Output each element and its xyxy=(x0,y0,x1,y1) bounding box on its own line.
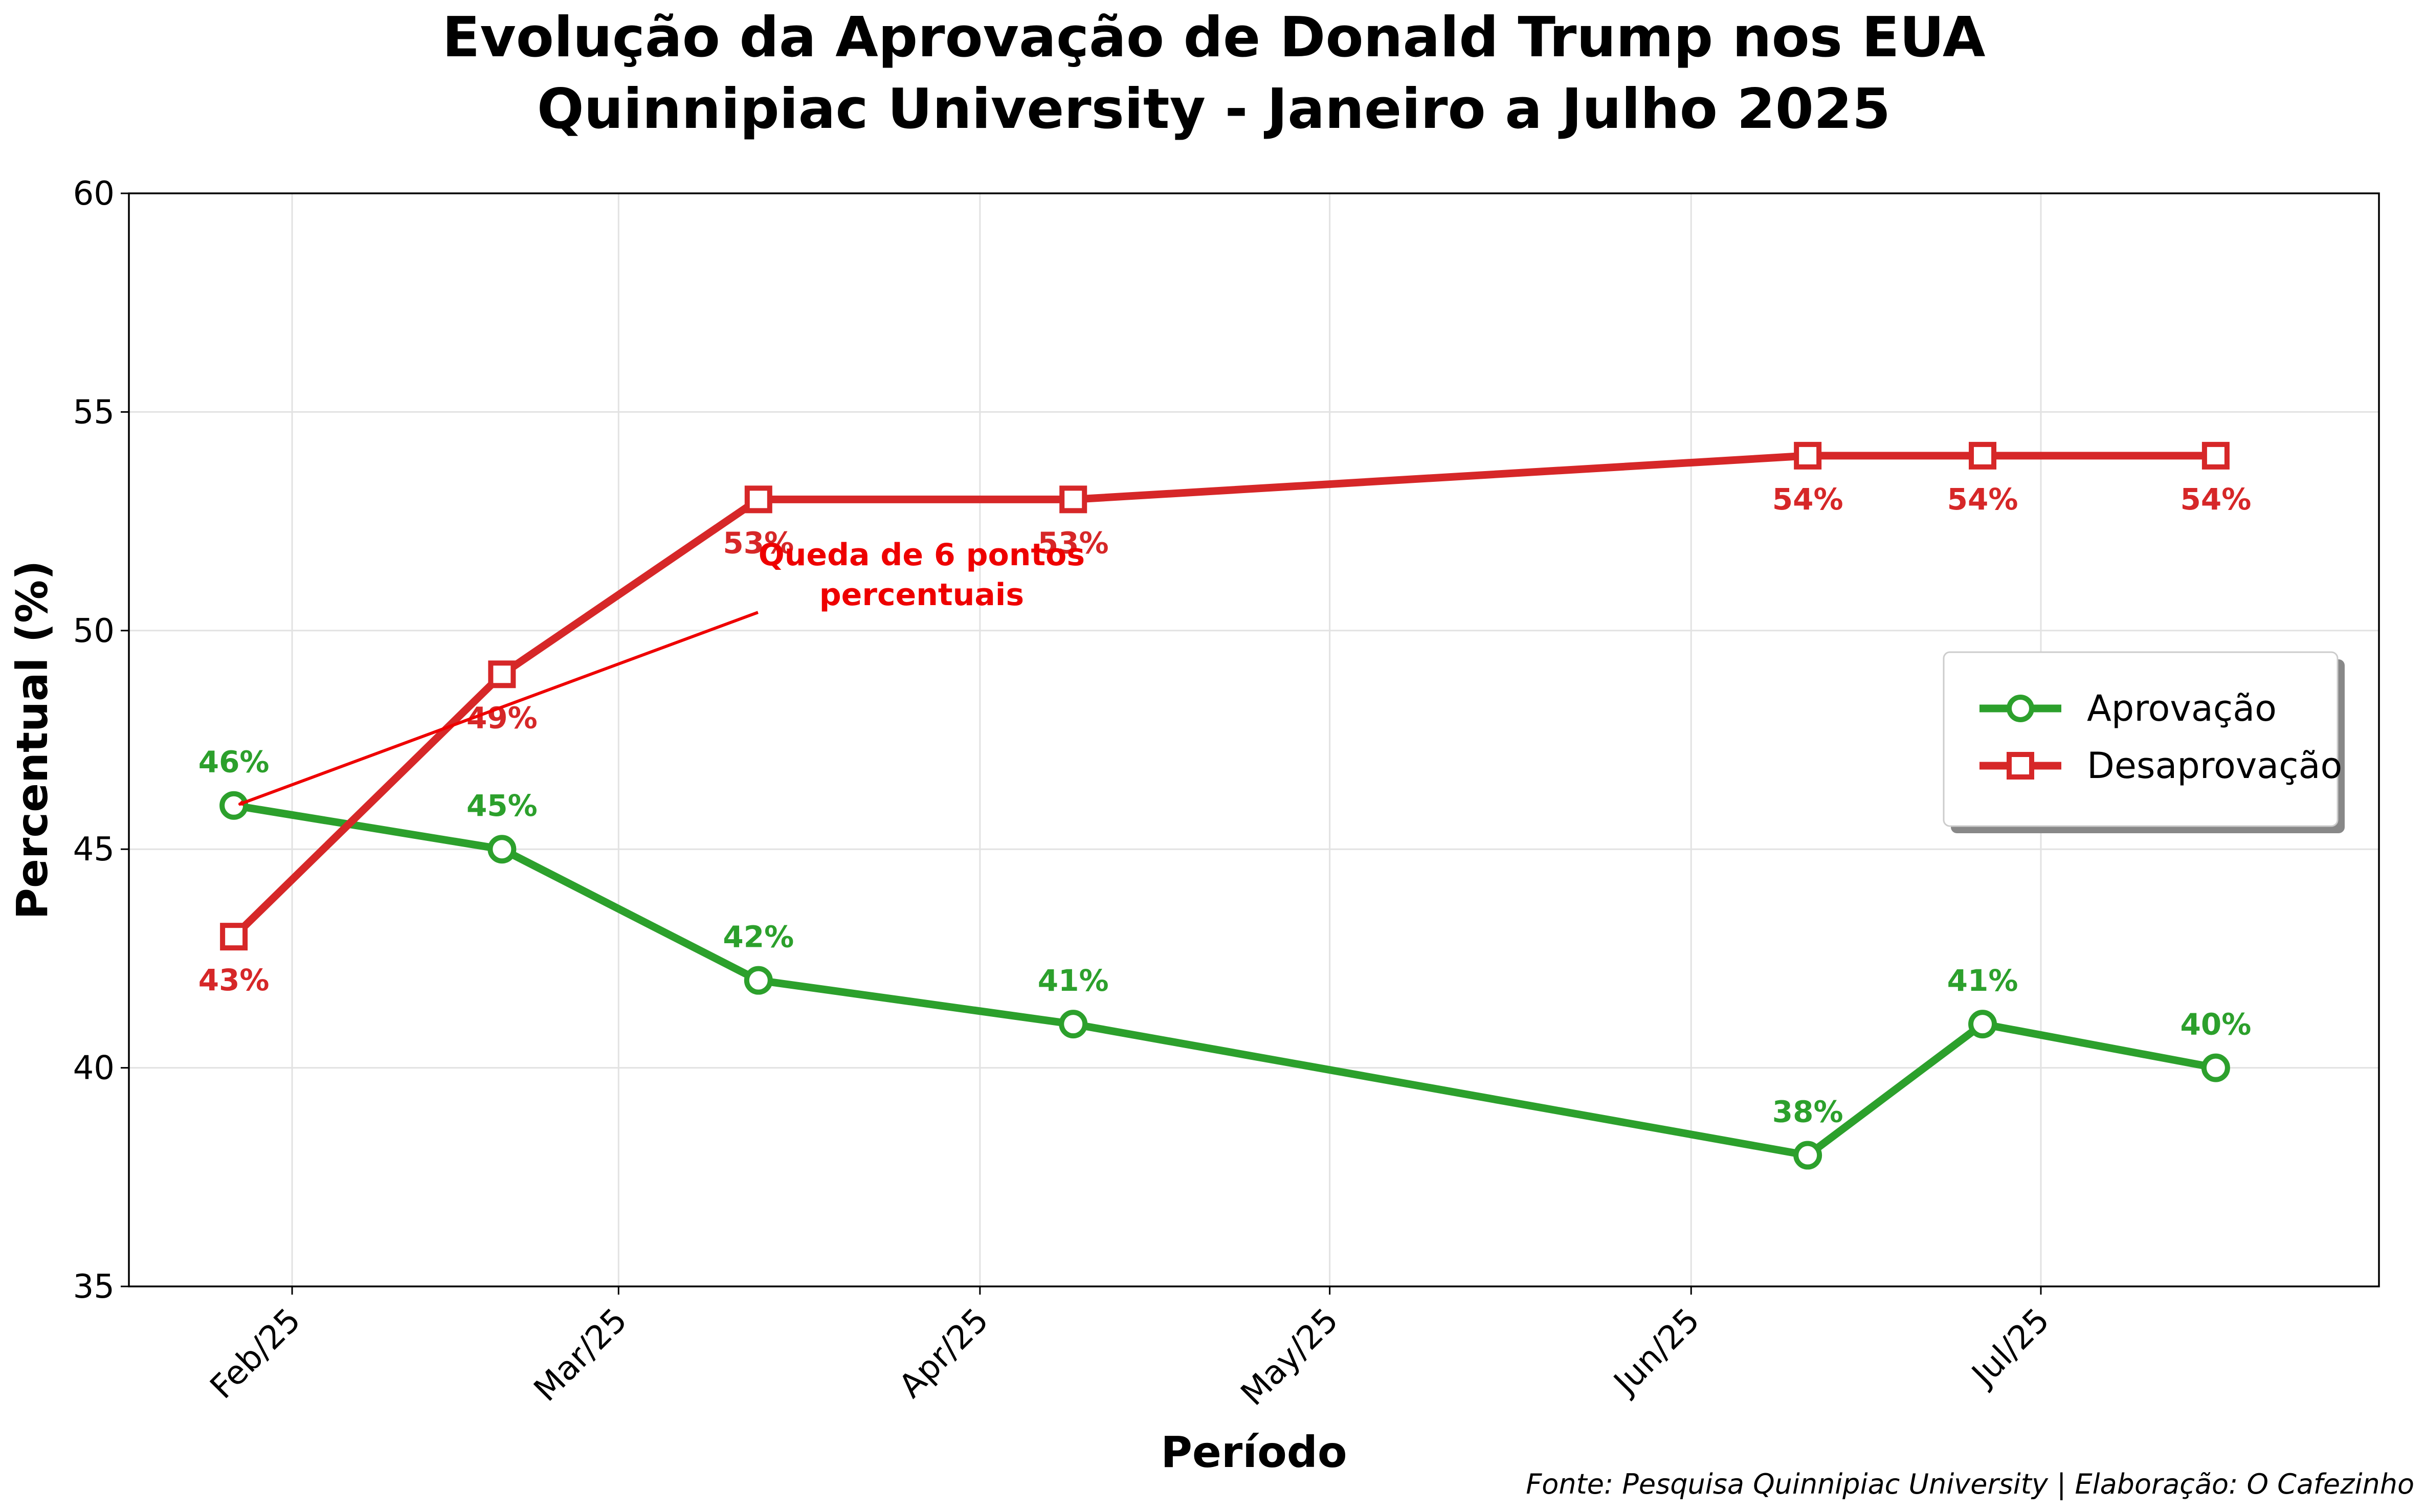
legend-item: Aprovação xyxy=(1979,687,2277,729)
data-point xyxy=(219,791,249,820)
data-point xyxy=(1059,485,1087,514)
x-tick-label: May/25 xyxy=(1234,1301,1346,1413)
legend-box xyxy=(1943,651,2339,827)
data-label: 54% xyxy=(1947,482,2018,517)
series-line xyxy=(230,802,2220,1160)
legend-label: Aprovação xyxy=(2087,687,2277,729)
data-label: 38% xyxy=(1772,1095,1843,1129)
data-label: 41% xyxy=(1038,963,1109,998)
y-axis-label: Percentual (%) xyxy=(7,560,57,919)
source-note: Fonte: Pesquisa Quinnipiac University | … xyxy=(1526,1468,2414,1500)
data-point xyxy=(1794,441,1822,470)
y-tick-label: 60 xyxy=(73,175,115,213)
legend-marker xyxy=(2007,752,2034,780)
data-point xyxy=(1793,1141,1822,1170)
data-label: 53% xyxy=(723,525,794,560)
series-desaprovacao xyxy=(220,441,2230,951)
data-point xyxy=(744,966,773,995)
y-tick-label: 50 xyxy=(73,612,115,650)
data-point xyxy=(1968,1010,1997,1039)
data-point xyxy=(1969,441,1997,470)
legend-item: Desaprovação xyxy=(1979,745,2342,787)
annotation: Queda de 6 pontos percentuais xyxy=(239,537,1085,806)
data-label: 43% xyxy=(198,963,270,997)
series-aprovacao xyxy=(219,791,2230,1170)
annotation-text: Queda de 6 pontos xyxy=(759,537,1085,573)
data-label: 53% xyxy=(1038,525,1109,560)
chart-subtitle: Quinnipiac University - Janeiro a Julho … xyxy=(537,77,1890,141)
legend: Aprovação Desaprovação xyxy=(1943,651,2345,833)
x-tick-label: Apr/25 xyxy=(892,1301,996,1405)
chart-title: Evolução da Aprovação de Donald Trump no… xyxy=(442,6,1986,70)
data-labels: 46%45%42%41%38%41%40%43%49%53% 53%54% 54% 5… xyxy=(198,482,2252,1129)
data-point xyxy=(744,485,772,514)
data-label: 54% xyxy=(2180,482,2251,517)
y-tick-label: 45 xyxy=(73,831,115,869)
data-label: 41% xyxy=(1947,963,2018,998)
plot-frame xyxy=(128,192,2380,1287)
data-label: 40% xyxy=(2180,1007,2251,1042)
legend-label: Desaprovação xyxy=(2087,745,2342,787)
data-label: 46% xyxy=(198,745,270,780)
data-label: 54% xyxy=(1772,482,1843,517)
series xyxy=(219,441,2230,1170)
data-point xyxy=(487,835,517,864)
data-label: 42% xyxy=(723,920,794,954)
x-tick-label: Jul/25 xyxy=(1964,1301,2057,1395)
x-axis-label: Período xyxy=(1161,1427,1347,1477)
x-tick-label: Feb/25 xyxy=(203,1301,308,1406)
y-tick-label: 55 xyxy=(73,393,115,431)
data-point xyxy=(1059,1010,1088,1039)
data-point xyxy=(488,660,516,688)
data-point xyxy=(220,923,248,951)
annotation-text: percentuais xyxy=(819,577,1024,613)
x-tick-label: Jun/25 xyxy=(1606,1301,1707,1403)
x-tick-label: Mar/25 xyxy=(527,1301,635,1409)
annotation-arrow xyxy=(239,611,759,806)
data-point xyxy=(2201,1053,2230,1082)
data-label: 45% xyxy=(466,788,538,823)
y-tick-label: 40 xyxy=(73,1050,115,1087)
y-tick-label: 35 xyxy=(73,1268,115,1306)
data-point xyxy=(2201,441,2230,470)
legend-marker xyxy=(2007,695,2034,722)
